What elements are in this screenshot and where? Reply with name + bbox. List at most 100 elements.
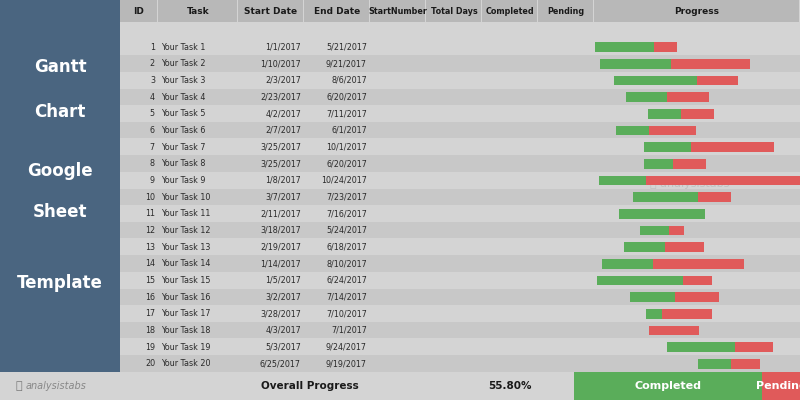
Text: Your Task 16: Your Task 16 [161, 292, 210, 302]
Text: Sheet: Sheet [33, 203, 87, 221]
Text: Your Task 4: Your Task 4 [161, 92, 206, 102]
Text: Your Task 5: Your Task 5 [161, 109, 206, 118]
Text: 5/3/2017: 5/3/2017 [265, 342, 301, 352]
Text: 8: 8 [150, 159, 155, 168]
Text: 1/5/2017: 1/5/2017 [265, 276, 301, 285]
Text: Your Task 3: Your Task 3 [161, 76, 206, 85]
Text: End Date: End Date [314, 6, 360, 16]
Text: 3: 3 [150, 76, 155, 85]
Text: 7/10/2017: 7/10/2017 [326, 309, 367, 318]
Text: 3/25/2017: 3/25/2017 [260, 142, 301, 152]
Text: 15: 15 [145, 276, 155, 285]
Text: 1: 1 [150, 42, 155, 52]
Text: 4: 4 [150, 92, 155, 102]
Text: 7/23/2017: 7/23/2017 [326, 192, 367, 202]
Text: 6/20/2017: 6/20/2017 [326, 92, 367, 102]
Text: 7/16/2017: 7/16/2017 [326, 209, 367, 218]
Text: Template: Template [17, 274, 103, 292]
Text: 1/8/2017: 1/8/2017 [266, 176, 301, 185]
Text: 18: 18 [145, 326, 155, 335]
Text: 5/21/2017: 5/21/2017 [326, 42, 367, 52]
Text: 4/3/2017: 4/3/2017 [266, 326, 301, 335]
Text: Your Task 12: Your Task 12 [161, 226, 210, 235]
Text: Your Task 7: Your Task 7 [161, 142, 206, 152]
Text: Ⓐ analysistabs: Ⓐ analysistabs [650, 179, 730, 189]
Text: 1/1/2017: 1/1/2017 [266, 42, 301, 52]
Text: 2/19/2017: 2/19/2017 [260, 242, 301, 252]
Text: Your Task 2: Your Task 2 [161, 59, 206, 68]
Text: 6/24/2017: 6/24/2017 [326, 276, 367, 285]
Text: 2/7/2017: 2/7/2017 [265, 126, 301, 135]
Text: 6/18/2017: 6/18/2017 [326, 242, 367, 252]
Text: Your Task 8: Your Task 8 [161, 159, 206, 168]
Text: Your Task 11: Your Task 11 [161, 209, 210, 218]
Text: Your Task 1: Your Task 1 [161, 42, 206, 52]
Text: Completed: Completed [486, 6, 534, 16]
Text: 6/20/2017: 6/20/2017 [326, 159, 367, 168]
Text: 3/18/2017: 3/18/2017 [260, 226, 301, 235]
Text: Google: Google [27, 162, 93, 180]
Text: Your Task 19: Your Task 19 [161, 342, 210, 352]
Text: 5/24/2017: 5/24/2017 [326, 226, 367, 235]
Text: 8/10/2017: 8/10/2017 [326, 259, 367, 268]
Text: 5: 5 [150, 109, 155, 118]
Text: 2/3/2017: 2/3/2017 [265, 76, 301, 85]
Text: 19: 19 [145, 342, 155, 352]
Text: 9/24/2017: 9/24/2017 [326, 342, 367, 352]
Text: 7/1/2017: 7/1/2017 [331, 326, 367, 335]
Text: Ⓐ: Ⓐ [15, 381, 22, 391]
Text: 7: 7 [150, 142, 155, 152]
Text: Your Task 20: Your Task 20 [161, 359, 210, 368]
Text: Pending: Pending [755, 381, 800, 391]
Text: Your Task 18: Your Task 18 [161, 326, 210, 335]
Text: 14: 14 [145, 259, 155, 268]
Text: Total Days: Total Days [430, 6, 478, 16]
Text: 3/25/2017: 3/25/2017 [260, 159, 301, 168]
Text: ID: ID [134, 6, 145, 16]
Text: 3/28/2017: 3/28/2017 [260, 309, 301, 318]
Text: Start Date: Start Date [245, 6, 298, 16]
Text: analysistabs: analysistabs [26, 381, 87, 391]
Text: 3/7/2017: 3/7/2017 [265, 192, 301, 202]
Text: 20: 20 [145, 359, 155, 368]
Text: 12: 12 [145, 226, 155, 235]
Text: Overall Progress: Overall Progress [261, 381, 359, 391]
Text: 2/11/2017: 2/11/2017 [260, 209, 301, 218]
Text: Your Task 9: Your Task 9 [161, 176, 206, 185]
Text: 9/21/2017: 9/21/2017 [326, 59, 367, 68]
Text: 6/1/2017: 6/1/2017 [331, 126, 367, 135]
Text: 1/14/2017: 1/14/2017 [260, 259, 301, 268]
Text: 4/2/2017: 4/2/2017 [265, 109, 301, 118]
Text: 6: 6 [150, 126, 155, 135]
Text: 16: 16 [145, 292, 155, 302]
Text: 10: 10 [145, 192, 155, 202]
Text: 2/23/2017: 2/23/2017 [260, 92, 301, 102]
Text: Your Task 10: Your Task 10 [161, 192, 210, 202]
Text: 7/14/2017: 7/14/2017 [326, 292, 367, 302]
Text: 2: 2 [150, 59, 155, 68]
Text: Completed: Completed [634, 381, 702, 391]
Text: 9: 9 [150, 176, 155, 185]
Text: 13: 13 [145, 242, 155, 252]
Text: 7/11/2017: 7/11/2017 [326, 109, 367, 118]
Text: 1/10/2017: 1/10/2017 [260, 59, 301, 68]
Text: 9/19/2017: 9/19/2017 [326, 359, 367, 368]
Text: Chart: Chart [34, 103, 86, 121]
Text: 6/25/2017: 6/25/2017 [260, 359, 301, 368]
Text: Pending: Pending [547, 6, 585, 16]
Text: 3/2/2017: 3/2/2017 [265, 292, 301, 302]
Text: Your Task 13: Your Task 13 [161, 242, 210, 252]
Text: 10/24/2017: 10/24/2017 [321, 176, 367, 185]
Text: 55.80%: 55.80% [488, 381, 532, 391]
Text: Your Task 15: Your Task 15 [161, 276, 210, 285]
Text: 10/1/2017: 10/1/2017 [326, 142, 367, 152]
Text: StartNumber: StartNumber [369, 6, 427, 16]
Text: Your Task 17: Your Task 17 [161, 309, 210, 318]
Text: Your Task 14: Your Task 14 [161, 259, 210, 268]
Text: Your Task 6: Your Task 6 [161, 126, 206, 135]
Text: 8/6/2017: 8/6/2017 [331, 76, 367, 85]
Text: 17: 17 [145, 309, 155, 318]
Text: 11: 11 [145, 209, 155, 218]
Text: Gantt: Gantt [34, 58, 86, 76]
Text: Progress: Progress [674, 6, 719, 16]
